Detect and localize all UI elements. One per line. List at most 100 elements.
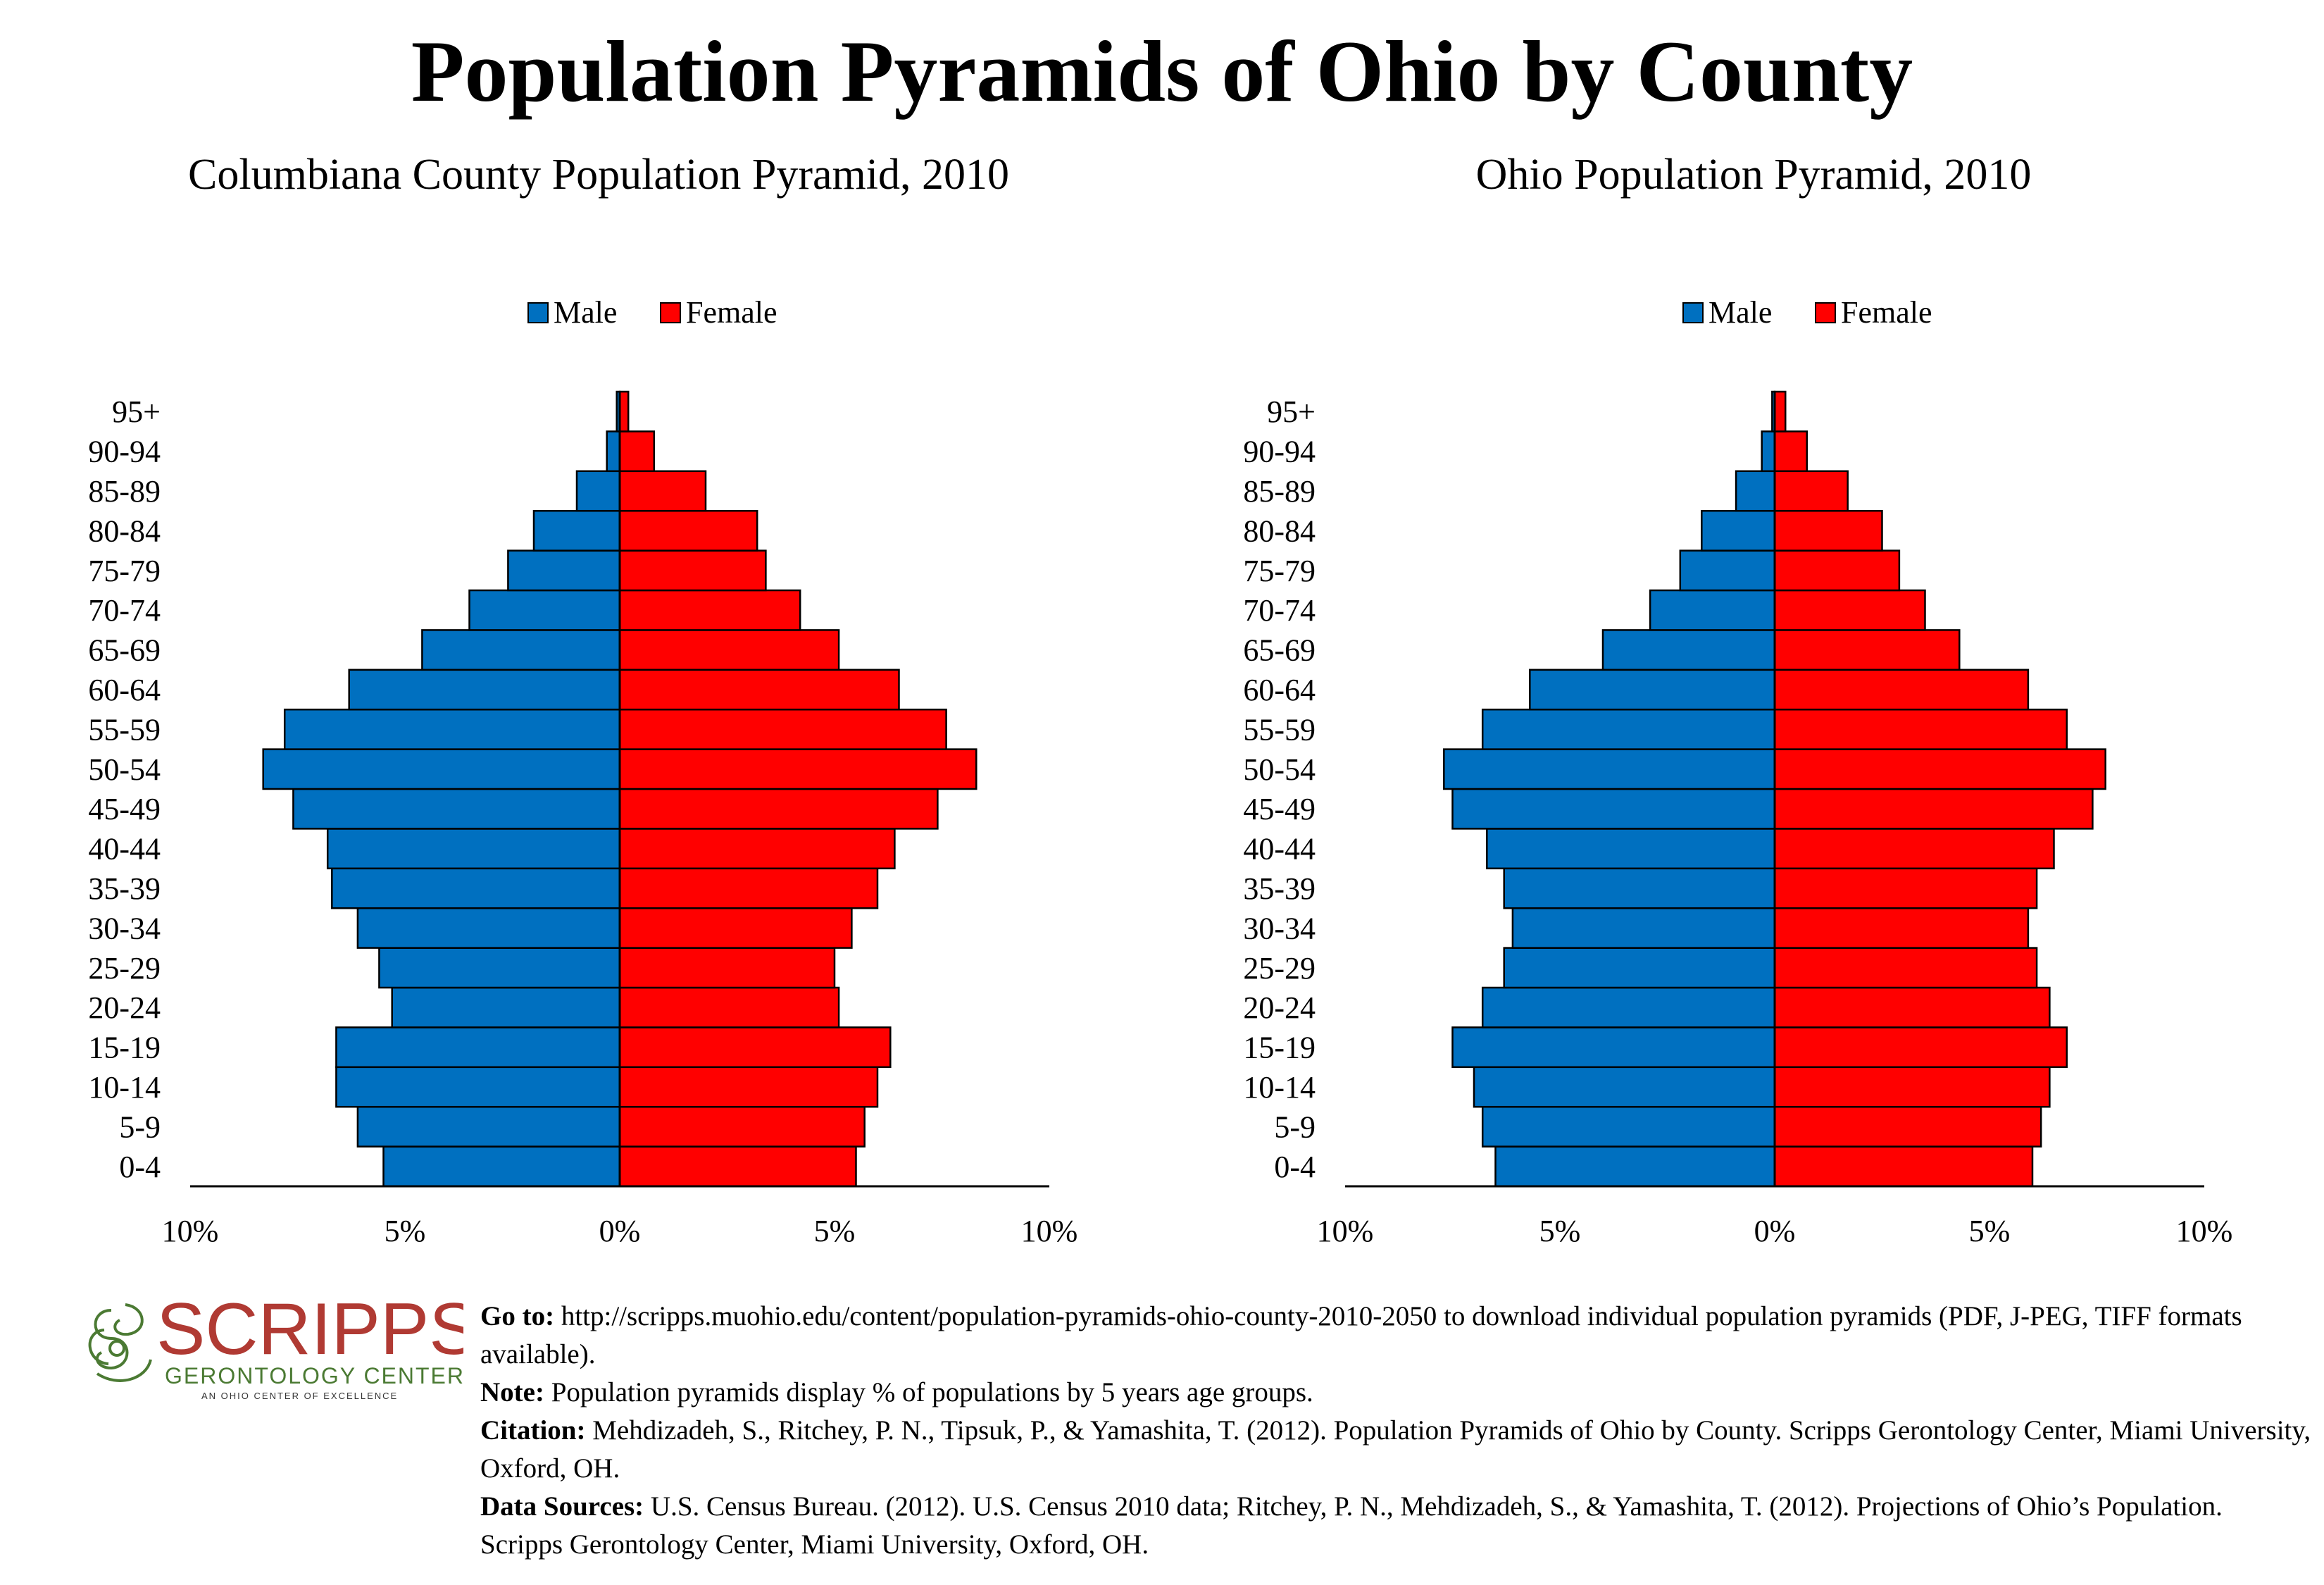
age-label-25-29: 25-29	[88, 951, 161, 986]
scripps-logo: SCRIPPS GERONTOLOGY CENTER AN OHIO CENTE…	[88, 1289, 463, 1401]
bar-female-80-84	[618, 509, 758, 552]
bar-male-45-49	[292, 788, 621, 830]
bar-female-35-39	[618, 867, 879, 909]
note-text: Mehdizadeh, S., Ritchey, P. N., Tipsuk, …	[480, 1415, 2311, 1484]
bar-female-40-44	[618, 828, 896, 870]
bar-male-65-69	[1601, 629, 1776, 671]
bar-female-95+	[618, 390, 630, 433]
bar-female-30-34	[618, 907, 853, 949]
age-label-10-14: 10-14	[1243, 1070, 1316, 1105]
ohio-pyramid-svg: Ohio Population Pyramid, 2010 Male Female 0…	[1243, 151, 2232, 1248]
bar-male-50-54	[1443, 748, 1776, 790]
legend-male-label: Male	[1708, 295, 1772, 330]
x-tick-label: 5%	[385, 1214, 426, 1248]
age-label-80-84: 80-84	[88, 514, 161, 548]
bar-male-55-59	[1481, 708, 1776, 750]
columbiana-pyramid-svg: Columbiana County Population Pyramid, 20…	[88, 151, 1078, 1248]
age-label-95+: 95+	[1267, 394, 1316, 429]
bar-male-5-9	[356, 1105, 621, 1148]
age-label-55-59: 55-59	[1243, 712, 1316, 747]
age-label-5-9: 5-9	[1274, 1110, 1316, 1144]
x-tick-label: 10%	[1021, 1214, 1078, 1248]
note-data-sources: Data Sources: U.S. Census Bureau. (2012)…	[480, 1488, 2311, 1564]
bar-female-35-39	[1773, 867, 2038, 909]
bar-male-40-44	[1486, 828, 1776, 870]
bar-female-65-69	[1773, 629, 1961, 671]
bar-male-25-29	[378, 947, 621, 989]
age-label-35-39: 35-39	[88, 871, 161, 906]
bar-female-45-49	[1773, 788, 2094, 830]
notes-block: Go to: http://scripps.muohio.edu/content…	[480, 1298, 2311, 1564]
bar-male-60-64	[1529, 669, 1776, 711]
bar-male-80-84	[532, 509, 621, 552]
x-tick-label: 10%	[162, 1214, 219, 1248]
scripps-swirl-icon	[88, 1303, 152, 1382]
bar-male-10-14	[1473, 1066, 1776, 1108]
bar-male-90-94	[1761, 430, 1776, 473]
legend-male-label: Male	[554, 295, 617, 330]
bar-female-70-74	[618, 589, 801, 631]
bar-female-70-74	[1773, 589, 1926, 631]
age-label-25-29: 25-29	[1243, 951, 1316, 986]
bar-female-55-59	[618, 708, 947, 750]
bar-male-65-69	[421, 629, 621, 671]
age-label-0-4: 0-4	[1274, 1150, 1316, 1184]
age-label-45-49: 45-49	[88, 792, 161, 826]
age-label-20-24: 20-24	[88, 990, 161, 1025]
age-label-90-94: 90-94	[88, 435, 161, 469]
bar-female-15-19	[618, 1026, 892, 1069]
bar-male-10-14	[335, 1066, 621, 1108]
age-label-80-84: 80-84	[1243, 514, 1316, 548]
bar-male-75-79	[507, 549, 621, 592]
age-label-35-39: 35-39	[1243, 871, 1316, 906]
bar-female-25-29	[618, 947, 836, 989]
bar-female-90-94	[1773, 430, 1808, 473]
logo-wordmark: SCRIPPS	[156, 1289, 463, 1370]
bar-female-5-9	[1773, 1105, 2042, 1148]
age-label-0-4: 0-4	[119, 1150, 161, 1184]
age-label-75-79: 75-79	[1243, 554, 1316, 588]
bar-male-20-24	[1481, 986, 1776, 1028]
bar-male-40-44	[326, 828, 621, 870]
bar-male-35-39	[331, 867, 621, 909]
bar-male-20-24	[391, 986, 621, 1028]
bar-female-10-14	[618, 1066, 879, 1108]
age-label-45-49: 45-49	[1243, 792, 1316, 826]
bar-female-85-89	[618, 470, 707, 512]
age-label-30-34: 30-34	[88, 911, 161, 945]
x-tick-label: 10%	[1317, 1214, 1374, 1248]
age-label-95+: 95+	[112, 394, 161, 429]
bar-female-20-24	[1773, 986, 2051, 1028]
bar-male-35-39	[1503, 867, 1776, 909]
legend: Male Female	[527, 295, 777, 330]
x-tick-label: 0%	[1754, 1214, 1796, 1248]
age-label-5-9: 5-9	[119, 1110, 161, 1144]
note-label: Note:	[480, 1377, 544, 1407]
age-label-20-24: 20-24	[1243, 990, 1316, 1025]
legend-female-label: Female	[686, 295, 777, 330]
bar-female-85-89	[1773, 470, 1849, 512]
bar-male-75-79	[1679, 549, 1776, 592]
bar-female-10-14	[1773, 1066, 2051, 1108]
bar-female-80-84	[1773, 509, 1883, 552]
age-label-10-14: 10-14	[88, 1070, 161, 1105]
legend-female-label: Female	[1841, 295, 1932, 330]
note-text: U.S. Census Bureau. (2012). U.S. Census …	[480, 1491, 2223, 1560]
bar-male-0-4	[1494, 1145, 1776, 1188]
age-label-15-19: 15-19	[88, 1031, 161, 1065]
bar-female-75-79	[1773, 549, 1901, 592]
age-label-70-74: 70-74	[88, 593, 161, 628]
bar-male-50-54	[262, 748, 621, 790]
bar-male-30-34	[356, 907, 621, 949]
age-label-40-44: 40-44	[88, 832, 161, 866]
bar-male-45-49	[1451, 788, 1776, 830]
bar-female-40-44	[1773, 828, 2055, 870]
x-tick-label: 5%	[814, 1214, 856, 1248]
legend-male-swatch	[527, 302, 549, 323]
bar-female-55-59	[1773, 708, 2068, 750]
x-tick-label: 0%	[599, 1214, 641, 1248]
age-label-40-44: 40-44	[1243, 832, 1316, 866]
columbiana-pyramid-chart: Columbiana County Population Pyramid, 20…	[0, 0, 1155, 1268]
age-label-50-54: 50-54	[88, 752, 161, 787]
note-label: Citation:	[480, 1415, 586, 1446]
